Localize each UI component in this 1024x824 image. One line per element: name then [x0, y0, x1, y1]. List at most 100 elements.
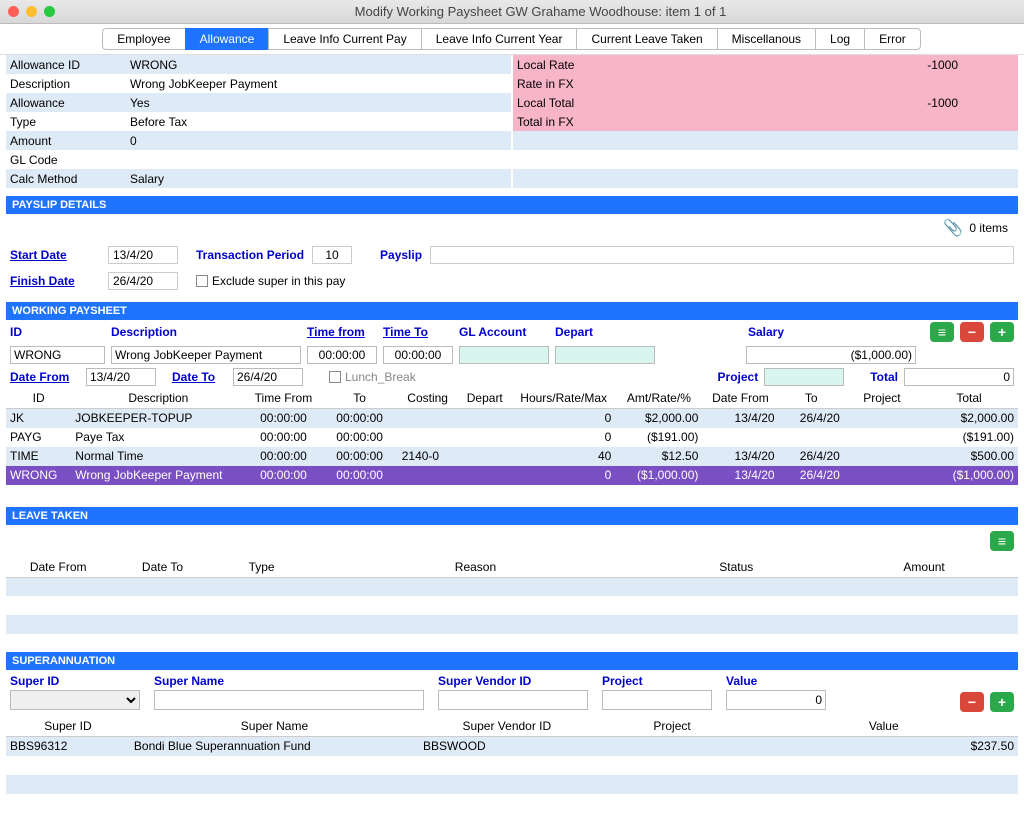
- table-row[interactable]: JKJOBKEEPER-TOPUP00:00:0000:00:000$2,000…: [6, 409, 1018, 428]
- ws-timefrom-label[interactable]: Time from: [307, 325, 377, 339]
- column-header[interactable]: Depart: [458, 388, 512, 409]
- section-leave-taken: LEAVE TAKEN: [6, 507, 1018, 525]
- table-row[interactable]: [6, 775, 1018, 794]
- allowance-rate-field: Local Rate-1000: [513, 55, 1018, 74]
- column-header[interactable]: Super Vendor ID: [419, 716, 595, 737]
- tab-log[interactable]: Log: [815, 28, 865, 50]
- column-header[interactable]: Date From: [702, 388, 778, 409]
- column-header[interactable]: Date To: [110, 557, 214, 578]
- ws-total-label: Total: [870, 370, 898, 384]
- ws-project-input[interactable]: [764, 368, 844, 386]
- table-row[interactable]: PAYGPaye Tax00:00:0000:00:000($191.00)($…: [6, 428, 1018, 447]
- tab-error[interactable]: Error: [864, 28, 921, 50]
- section-working-paysheet: WORKING PAYSHEET: [6, 302, 1018, 320]
- finish-date-label[interactable]: Finish Date: [10, 274, 100, 288]
- window-minimize[interactable]: [26, 6, 37, 17]
- ws-list-button[interactable]: [930, 322, 954, 342]
- table-row[interactable]: [6, 577, 1018, 596]
- super-add-button[interactable]: +: [990, 692, 1014, 712]
- lunch-break-checkbox[interactable]: Lunch_Break: [329, 370, 416, 384]
- table-row[interactable]: [6, 596, 1018, 615]
- ws-depart-label: Depart: [555, 325, 655, 339]
- ws-desc-input[interactable]: [111, 346, 301, 364]
- tab-employee[interactable]: Employee: [102, 28, 185, 50]
- column-header[interactable]: Time From: [245, 388, 321, 409]
- tab-miscellanous[interactable]: Miscellanous: [717, 28, 816, 50]
- ws-depart-input[interactable]: [555, 346, 655, 364]
- ws-timefrom-input[interactable]: [307, 346, 377, 364]
- table-row[interactable]: WRONGWrong JobKeeper Payment00:00:0000:0…: [6, 466, 1018, 485]
- column-header[interactable]: Super Name: [130, 716, 419, 737]
- super-id-select[interactable]: [10, 690, 140, 710]
- column-header[interactable]: Total: [920, 388, 1018, 409]
- window-maximize[interactable]: [44, 6, 55, 17]
- tab-leave-info-current-pay[interactable]: Leave Info Current Pay: [268, 28, 421, 50]
- ws-dateto-input[interactable]: [233, 368, 303, 386]
- ws-gl-label: GL Account: [459, 325, 549, 339]
- exclude-super-checkbox[interactable]: Exclude super in this pay: [196, 274, 345, 288]
- start-date-label[interactable]: Start Date: [10, 248, 100, 262]
- allowance-field: DescriptionWrong JobKeeper Payment: [6, 74, 511, 93]
- allowance-field: TypeBefore Tax: [6, 112, 511, 131]
- tab-allowance[interactable]: Allowance: [185, 28, 270, 50]
- column-header[interactable]: Date From: [6, 557, 110, 578]
- allowance-field: AllowanceYes: [6, 93, 511, 112]
- column-header[interactable]: Status: [642, 557, 830, 578]
- super-name-input[interactable]: [154, 690, 424, 710]
- super-remove-button[interactable]: −: [960, 692, 984, 712]
- ws-total-input[interactable]: [904, 368, 1014, 386]
- attachment-icon[interactable]: 📎: [943, 218, 963, 238]
- allowance-field: Allowance IDWRONG: [6, 55, 511, 74]
- ws-salary-input[interactable]: [746, 346, 916, 364]
- column-header[interactable]: Hours/Rate/Max: [512, 388, 615, 409]
- allowance-field: GL Code: [6, 150, 511, 169]
- table-row[interactable]: TIMENormal Time00:00:0000:00:002140-040$…: [6, 447, 1018, 466]
- ws-gl-input[interactable]: [459, 346, 549, 364]
- ws-id-input[interactable]: [10, 346, 105, 364]
- column-header[interactable]: Amount: [830, 557, 1018, 578]
- column-header[interactable]: Costing: [398, 388, 458, 409]
- column-header[interactable]: Description: [71, 388, 245, 409]
- ws-timeto-label[interactable]: Time To: [383, 325, 453, 339]
- column-header[interactable]: Amt/Rate/%: [615, 388, 702, 409]
- section-superannuation: SUPERANNUATION: [6, 652, 1018, 670]
- allowance-rate-field: Local Total-1000: [513, 93, 1018, 112]
- ws-timeto-input[interactable]: [383, 346, 453, 364]
- transaction-period-input[interactable]: [312, 246, 352, 264]
- column-header[interactable]: To: [779, 388, 844, 409]
- titlebar: Modify Working Paysheet GW Grahame Woodh…: [0, 0, 1024, 24]
- working-paysheet-table: IDDescriptionTime FromToCostingDepartHou…: [6, 388, 1018, 485]
- column-header[interactable]: To: [322, 388, 398, 409]
- ws-project-label: Project: [718, 370, 759, 384]
- column-header[interactable]: Project: [595, 716, 750, 737]
- window-close[interactable]: [8, 6, 19, 17]
- ws-remove-button[interactable]: −: [960, 322, 984, 342]
- table-row[interactable]: [6, 615, 1018, 634]
- ws-datefrom-label[interactable]: Date From: [10, 370, 80, 384]
- ws-datefrom-input[interactable]: [86, 368, 156, 386]
- finish-date-input[interactable]: [108, 272, 178, 290]
- ws-dateto-label[interactable]: Date To: [172, 370, 227, 384]
- super-value-input[interactable]: [726, 690, 826, 710]
- column-header[interactable]: Value: [749, 716, 1018, 737]
- allowance-field: Amount0: [6, 131, 511, 150]
- exclude-super-label: Exclude super in this pay: [212, 274, 345, 288]
- payslip-input[interactable]: [430, 246, 1014, 264]
- column-header[interactable]: Project: [844, 388, 920, 409]
- super-project-input[interactable]: [602, 690, 712, 710]
- super-vendor-input[interactable]: [438, 690, 588, 710]
- allowance-rate-field: Total in FX: [513, 112, 1018, 131]
- column-header[interactable]: ID: [6, 388, 71, 409]
- start-date-input[interactable]: [108, 246, 178, 264]
- tab-current-leave-taken[interactable]: Current Leave Taken: [576, 28, 717, 50]
- table-row[interactable]: BBS96312Bondi Blue Superannuation FundBB…: [6, 737, 1018, 756]
- ws-add-button[interactable]: +: [990, 322, 1014, 342]
- table-row[interactable]: [6, 756, 1018, 775]
- column-header[interactable]: Super ID: [6, 716, 130, 737]
- tab-leave-info-current-year[interactable]: Leave Info Current Year: [421, 28, 578, 50]
- ws-id-label: ID: [10, 325, 105, 339]
- leave-list-button[interactable]: [990, 531, 1014, 551]
- column-header[interactable]: Type: [215, 557, 309, 578]
- column-header[interactable]: Reason: [309, 557, 643, 578]
- allowance-rate-field: Rate in FX: [513, 74, 1018, 93]
